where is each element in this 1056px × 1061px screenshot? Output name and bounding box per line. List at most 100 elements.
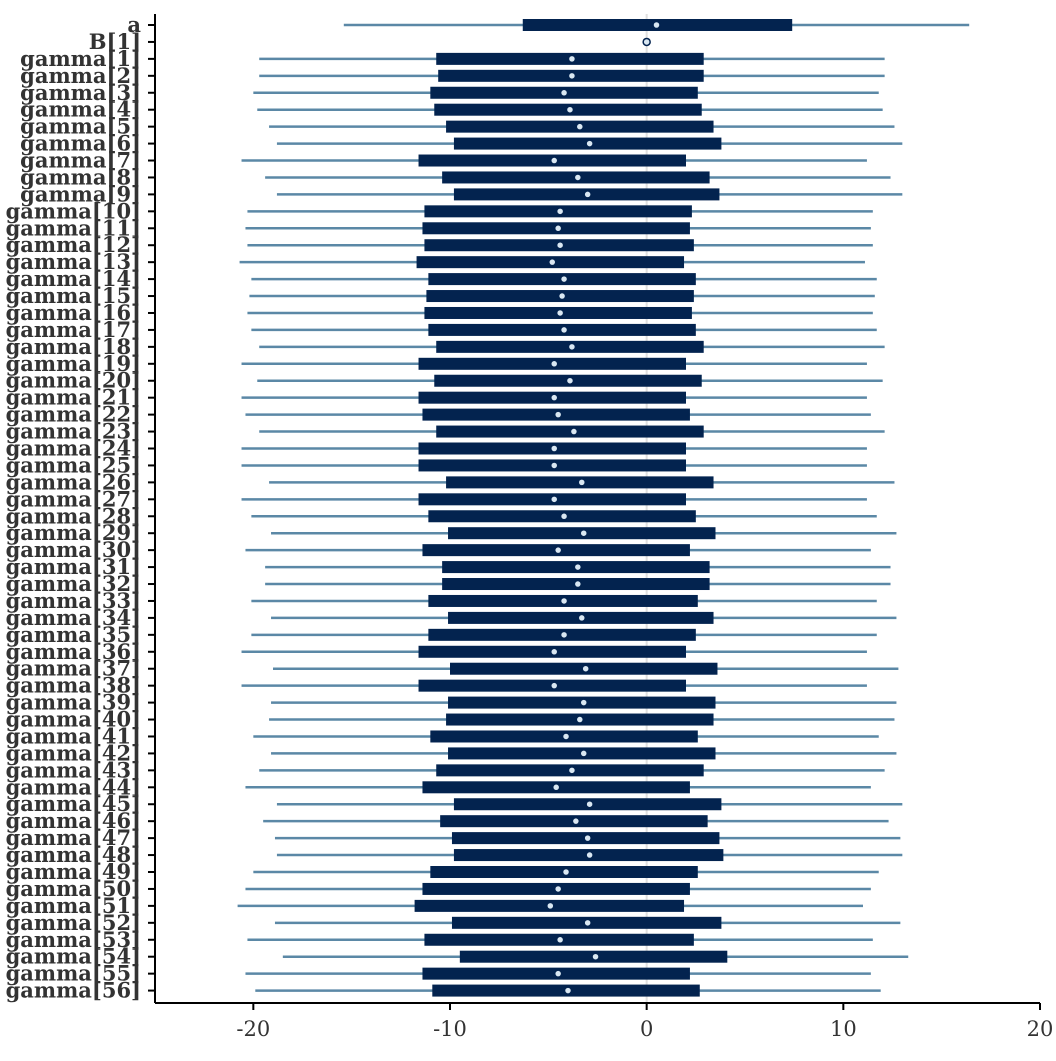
param-row	[282, 950, 909, 963]
y-tick-label: gamma[38]	[6, 673, 141, 698]
y-tick-label: gamma[41]	[6, 723, 141, 748]
param-row	[251, 594, 877, 607]
param-row	[271, 527, 897, 540]
point-estimate	[567, 766, 577, 775]
y-tick-label: gamma[31]	[6, 554, 141, 579]
y-tick-label: gamma[37]	[6, 656, 141, 681]
point-estimate	[573, 173, 583, 182]
point-estimate	[585, 850, 594, 860]
param-row	[247, 306, 873, 319]
point-estimate	[557, 291, 567, 301]
point-estimate	[561, 732, 571, 741]
y-tick-label: gamma[21]	[6, 385, 141, 410]
point-estimate	[642, 37, 651, 47]
point-estimate	[546, 901, 555, 911]
param-row	[251, 273, 877, 286]
x-tick-label: 10	[830, 1017, 857, 1041]
point-estimate	[577, 478, 587, 487]
y-tick-label: gamma[27]	[6, 486, 141, 511]
param-row	[253, 86, 879, 99]
y-tick-label: gamma[36]	[6, 639, 141, 664]
point-estimate	[559, 630, 569, 640]
point-estimate	[575, 122, 585, 131]
point-estimate	[561, 867, 571, 877]
point-estimate	[549, 156, 559, 165]
point-estimate	[551, 783, 561, 792]
y-tick-label: gamma[53]	[6, 927, 141, 952]
param-row	[265, 561, 891, 574]
param-row	[245, 967, 871, 980]
param-row	[271, 696, 897, 709]
point-estimate	[585, 139, 594, 148]
y-tick-label: gamma[40]	[6, 707, 141, 732]
y-tick-label: gamma[16]	[6, 300, 141, 325]
param-row	[247, 933, 873, 946]
point-estimate	[583, 190, 592, 199]
y-tick-label: B[1]	[89, 29, 141, 54]
point-estimate	[567, 71, 577, 81]
param-row	[642, 37, 651, 47]
y-tick-label: a	[127, 12, 141, 37]
param-row	[269, 476, 895, 489]
y-tick-label: gamma[18]	[6, 334, 141, 359]
param-row	[241, 459, 867, 472]
param-row	[259, 764, 885, 777]
point-estimate	[559, 88, 569, 98]
param-row	[265, 578, 891, 591]
y-tick-label: gamma[10]	[6, 198, 141, 223]
param-row	[255, 984, 881, 997]
point-estimate	[575, 715, 585, 724]
param-row	[259, 340, 885, 353]
point-estimate	[559, 325, 569, 335]
y-tick-label: gamma[50]	[6, 876, 141, 901]
point-estimate	[549, 393, 559, 402]
y-tick-label: gamma[48]	[6, 842, 141, 867]
y-tick-label: gamma[55]	[6, 961, 141, 986]
y-tick-label: gamma[45]	[6, 791, 141, 816]
y-tick-label: gamma[7]	[20, 148, 141, 173]
point-estimate	[553, 224, 563, 233]
y-tick-label: gamma[15]	[6, 283, 141, 308]
param-row	[241, 154, 867, 167]
param-row	[245, 781, 871, 794]
x-tick-label: -10	[433, 1017, 467, 1041]
param-row	[273, 662, 899, 675]
y-tick-label: gamma[25]	[6, 452, 141, 477]
point-estimate	[549, 461, 559, 470]
point-estimate	[583, 833, 592, 843]
y-tick-label: gamma[56]	[6, 978, 141, 1003]
y-tick-label: gamma[54]	[6, 944, 141, 969]
point-estimate	[579, 749, 588, 758]
y-tick-label: gamma[23]	[6, 419, 141, 444]
y-tick-label: gamma[3]	[20, 80, 141, 105]
param-row	[259, 425, 885, 438]
y-tick-label: gamma[20]	[6, 368, 141, 393]
y-tick-label: gamma[14]	[6, 266, 141, 291]
point-estimate	[569, 427, 579, 436]
y-axis-ticks: aB[1]gamma[1]gamma[2]gamma[3]gamma[4]gam…	[6, 12, 155, 1003]
param-row	[251, 510, 877, 523]
point-estimate	[549, 359, 559, 369]
y-tick-label: gamma[47]	[6, 825, 141, 850]
point-estimate	[577, 613, 587, 623]
param-row	[259, 69, 885, 82]
y-tick-label: gamma[28]	[6, 503, 141, 528]
point-estimate	[553, 884, 563, 894]
y-tick-label: gamma[29]	[6, 520, 141, 545]
point-estimate	[553, 545, 563, 555]
param-row	[269, 120, 895, 133]
y-tick-label: gamma[1]	[20, 46, 141, 71]
param-row	[247, 205, 873, 218]
y-tick-label: gamma[11]	[6, 215, 141, 240]
param-row	[241, 357, 867, 370]
point-estimate	[573, 562, 583, 572]
y-tick-label: gamma[42]	[6, 740, 141, 765]
point-estimate	[548, 257, 557, 267]
point-estimate	[559, 596, 569, 606]
point-estimate	[559, 512, 569, 521]
param-row	[271, 611, 897, 624]
point-estimate	[563, 986, 573, 995]
param-row	[257, 103, 883, 116]
